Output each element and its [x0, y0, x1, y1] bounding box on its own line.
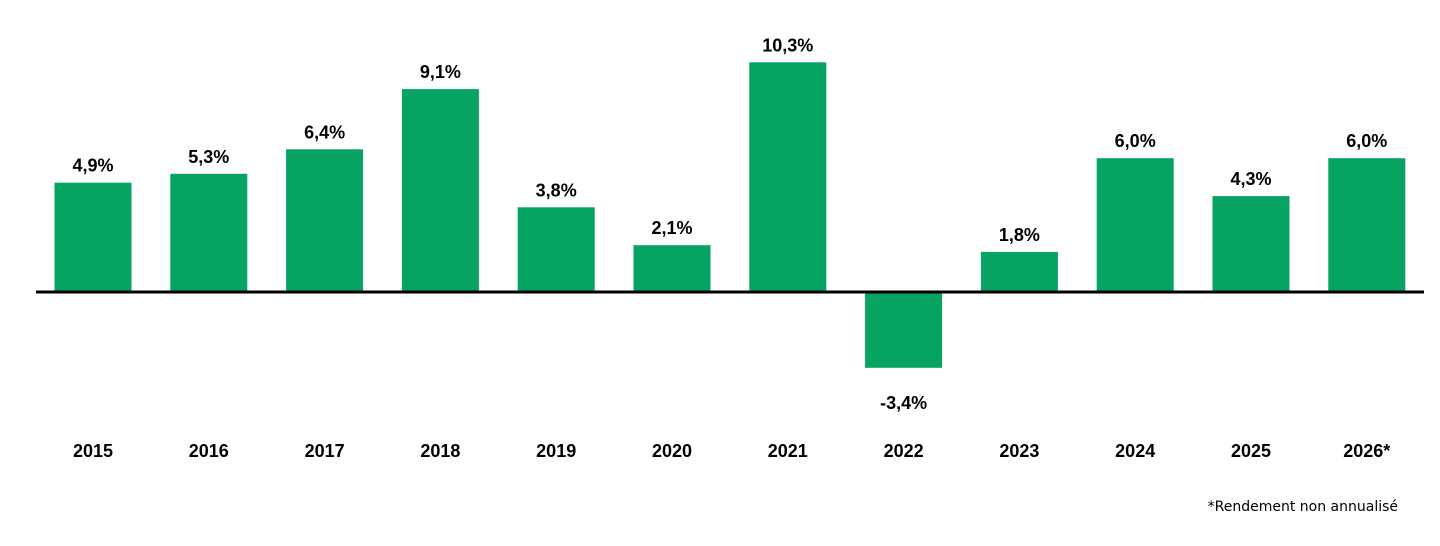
value-label-2020: 2,1%	[651, 218, 692, 238]
value-label-2021: 10,3%	[762, 35, 813, 55]
x-axis-tick-labels: 2015 2016 2017 2018 2019 2020 2021 2022 2023 2024…	[73, 441, 1390, 461]
x-tick-label-2015: 2015	[73, 441, 113, 461]
value-label-2026: 6,0%	[1346, 131, 1387, 151]
footnote: *Rendement non annualisé	[1207, 499, 1398, 515]
bar-2015	[54, 182, 132, 292]
bar-2023	[980, 251, 1058, 292]
value-label-2018: 9,1%	[420, 62, 461, 82]
bar-2018	[401, 89, 479, 292]
value-label-2016: 5,3%	[188, 147, 229, 167]
value-label-2023: 1,8%	[999, 225, 1040, 245]
value-label-2017: 6,4%	[304, 122, 345, 142]
value-labels: 4,9% 5,3% 6,4% 9,1% 3,8% 2,1% 10,3% -3,4% 1,8% 6,…	[72, 35, 1387, 413]
bar-2022	[865, 292, 943, 368]
bar-2026	[1328, 158, 1406, 292]
bar-2016	[170, 173, 248, 292]
x-tick-label-2017: 2017	[305, 441, 345, 461]
x-tick-label-2022: 2022	[884, 441, 924, 461]
x-tick-label-2018: 2018	[420, 441, 460, 461]
x-tick-label-2025: 2025	[1231, 441, 1271, 461]
x-tick-label-2026: 2026*	[1343, 441, 1390, 461]
x-tick-label-2023: 2023	[999, 441, 1039, 461]
bar-2017	[286, 149, 364, 292]
value-label-2015: 4,9%	[72, 156, 113, 176]
bars	[54, 62, 1406, 368]
bar-2021	[749, 62, 827, 292]
x-tick-label-2021: 2021	[768, 441, 808, 461]
bar-2019	[517, 207, 595, 292]
x-tick-label-2019: 2019	[536, 441, 576, 461]
value-label-2024: 6,0%	[1115, 131, 1156, 151]
value-label-2022: -3,4%	[880, 393, 927, 413]
value-label-2025: 4,3%	[1230, 169, 1271, 189]
x-tick-label-2020: 2020	[652, 441, 692, 461]
x-tick-label-2016: 2016	[189, 441, 229, 461]
x-tick-label-2024: 2024	[1115, 441, 1155, 461]
value-label-2019: 3,8%	[536, 180, 577, 200]
bar-2020	[633, 245, 711, 292]
bar-2024	[1096, 158, 1174, 292]
bar-2025	[1212, 196, 1290, 292]
